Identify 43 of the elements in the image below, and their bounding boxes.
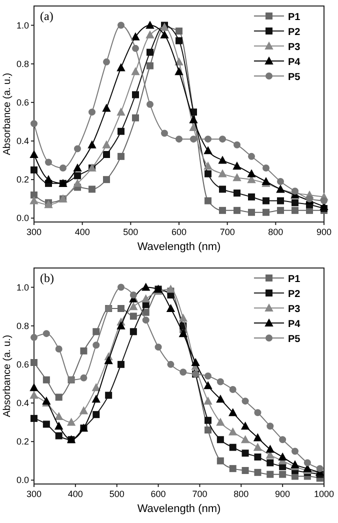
x-tick-label: 700 <box>192 489 208 499</box>
legend-label: P4 <box>288 57 301 68</box>
x-tick-label: 700 <box>220 227 235 237</box>
y-tick-label: 0.2 <box>16 174 29 185</box>
x-tick-label: 400 <box>74 227 90 237</box>
y-axis-title: Absorbance (a. u.) <box>2 334 13 418</box>
legend-label: P4 <box>288 319 301 330</box>
annotation: (a) <box>40 9 54 23</box>
y-tick-label: 0.8 <box>16 58 29 69</box>
x-tick-label: 500 <box>109 489 124 499</box>
x-tick-label: 1000 <box>314 489 334 499</box>
legend-label: P2 <box>288 289 301 300</box>
x-tick-label: 500 <box>123 227 138 237</box>
y-tick-label: 0.8 <box>16 320 29 331</box>
legend-label: P3 <box>288 304 301 315</box>
legend-label: P3 <box>288 42 301 53</box>
annotation: (b) <box>40 271 54 285</box>
legend-label: P2 <box>288 27 301 38</box>
y-tick-label: 0.6 <box>16 97 29 108</box>
y-tick-label: 0.0 <box>16 213 29 224</box>
x-tick-label: 800 <box>234 489 249 499</box>
x-tick-label: 900 <box>275 489 290 499</box>
legend-label: P1 <box>288 274 301 285</box>
x-axis-title: Wavelength (nm) <box>137 241 221 253</box>
x-tick-label: 300 <box>26 489 42 499</box>
x-tick-label: 300 <box>26 227 42 237</box>
x-tick-label: 600 <box>150 489 166 499</box>
legend-label: P5 <box>288 334 301 345</box>
y-tick-label: 0.4 <box>16 136 29 146</box>
y-axis-title: Absorbance (a. u.) <box>2 72 13 156</box>
y-tick-label: 0.4 <box>16 398 29 408</box>
y-tick-label: 0.0 <box>16 475 29 486</box>
y-tick-label: 0.2 <box>16 436 29 447</box>
y-tick-label: 1.0 <box>16 282 29 292</box>
x-tick-label: 900 <box>316 227 332 237</box>
legend-label: P1 <box>288 12 301 23</box>
x-tick-label: 400 <box>68 489 83 499</box>
x-tick-label: 800 <box>268 227 284 237</box>
y-tick-label: 1.0 <box>16 20 29 30</box>
y-tick-label: 0.6 <box>16 359 29 370</box>
x-tick-label: 600 <box>171 227 187 237</box>
x-axis-title: Wavelength (nm) <box>137 503 221 515</box>
legend-label: P5 <box>288 72 301 83</box>
